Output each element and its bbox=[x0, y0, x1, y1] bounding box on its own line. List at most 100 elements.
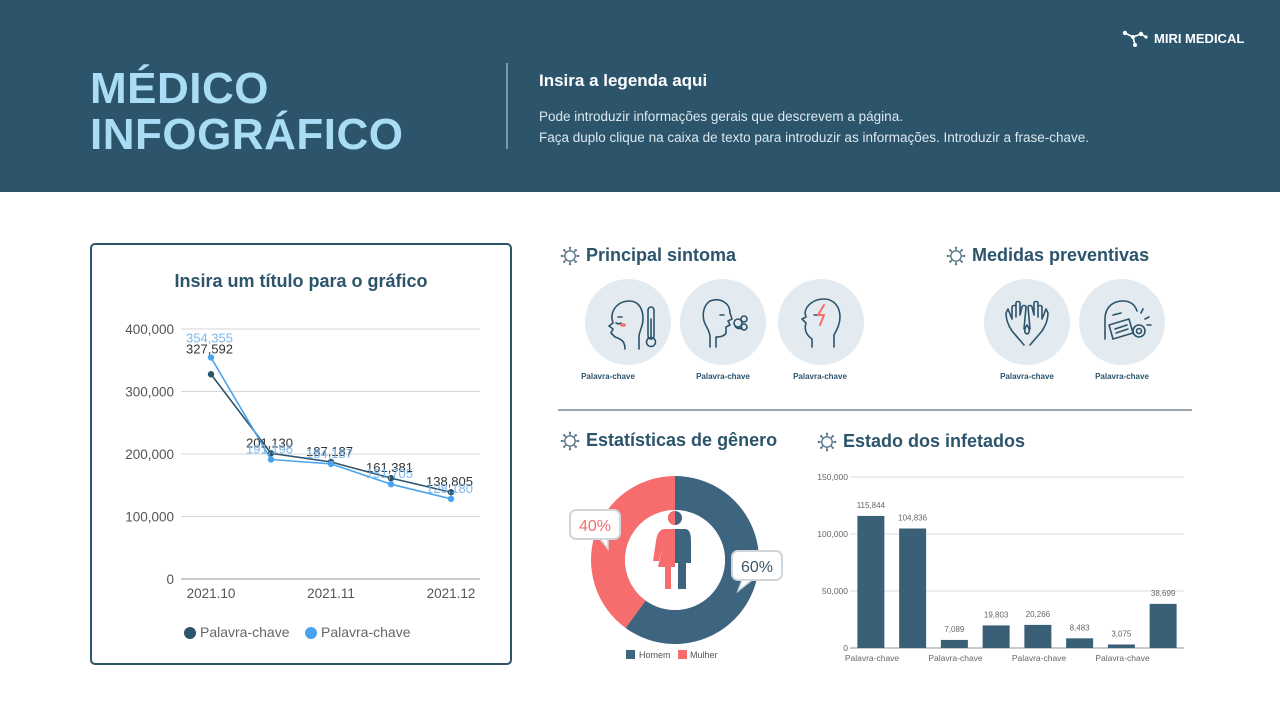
callout-tail bbox=[736, 579, 755, 594]
bar bbox=[1066, 638, 1094, 648]
data-label: 201,130 bbox=[246, 435, 293, 450]
series-line-2 bbox=[210, 357, 452, 500]
description-line-1: Pode introduzir informações gerais que d… bbox=[539, 109, 903, 124]
legend-label: Homem bbox=[639, 650, 671, 660]
symptom-keyword-1: Palavra-chave bbox=[581, 372, 635, 381]
legend-label: Palavra-chave bbox=[200, 624, 290, 640]
brand-logo: MIRI MEDICAL bbox=[1121, 28, 1244, 48]
bar bbox=[1107, 644, 1135, 648]
y-tick-label: 0 bbox=[166, 572, 174, 587]
virus-icon bbox=[560, 246, 580, 265]
bar-value-label: 104,836 bbox=[898, 513, 927, 522]
callout-tail bbox=[598, 538, 609, 552]
x-tick-label: Palavra-chave bbox=[1012, 653, 1067, 663]
virus-icon bbox=[560, 431, 580, 450]
y-tick-label: 150,000 bbox=[817, 472, 848, 482]
headache-icon bbox=[778, 279, 864, 365]
bar bbox=[857, 515, 885, 648]
line-chart: 400,000 300,000 200,000 100,000 0 2021.10 2021… bbox=[125, 322, 480, 640]
virus-icon bbox=[817, 432, 837, 451]
data-point bbox=[267, 456, 275, 463]
bar-value-label: 20,266 bbox=[1026, 610, 1051, 619]
x-tick-label: 2021.11 bbox=[307, 586, 355, 601]
section-prevention-title: Medidas preventivas bbox=[946, 245, 1149, 266]
page-title-line-1: MÉDICO bbox=[90, 64, 269, 113]
description-line-2: Faça duplo clique na caixa de texto para… bbox=[539, 130, 1090, 145]
percent-callout bbox=[569, 509, 621, 540]
data-point bbox=[387, 480, 395, 488]
section-gender-title: Estatísticas de gênero bbox=[560, 430, 777, 451]
person-female-body bbox=[653, 529, 675, 589]
bar-value-label: 7,089 bbox=[944, 625, 965, 634]
data-label: 138,805 bbox=[426, 474, 473, 489]
person-male-body bbox=[675, 529, 691, 589]
bar bbox=[1024, 624, 1052, 648]
data-label: 191,196 bbox=[246, 442, 293, 457]
cough-icon bbox=[680, 279, 766, 365]
section-symptoms-title: Principal sintoma bbox=[560, 245, 736, 266]
header-divider bbox=[506, 63, 508, 149]
gender-donut-chart: 40% 60% Homem Mulher bbox=[569, 476, 783, 660]
section-infected-label: Estado dos infetados bbox=[843, 431, 1026, 451]
x-tick-label: Palavra-chave bbox=[1095, 653, 1150, 663]
infected-bar-chart: 150,000 100,000 50,000 0 115,844 Palavra-chav… bbox=[817, 472, 1184, 663]
data-point bbox=[327, 460, 335, 468]
bar-value-label: 3,075 bbox=[1111, 629, 1132, 638]
prevention-keyword-1: Palavra-chave bbox=[1000, 372, 1054, 381]
x-tick-label: 2021.12 bbox=[427, 586, 476, 601]
page-title: MÉDICO INFOGRÁFICO bbox=[90, 66, 403, 158]
data-point bbox=[447, 489, 455, 496]
y-tick-label: 300,000 bbox=[125, 385, 174, 400]
prevention-keyword-2: Palavra-chave bbox=[1095, 372, 1149, 381]
y-tick-label: 50,000 bbox=[822, 586, 848, 596]
y-tick-label: 400,000 bbox=[125, 322, 174, 337]
page-title-line-2: INFOGRÁFICO bbox=[90, 110, 404, 159]
legend-marker bbox=[184, 627, 196, 639]
data-label: 161,381 bbox=[366, 460, 413, 475]
subtitle[interactable]: Insira a legenda aqui bbox=[539, 71, 708, 90]
legend-label: Mulher bbox=[690, 650, 718, 660]
data-point bbox=[267, 450, 275, 457]
bar-value-label: 8,483 bbox=[1070, 623, 1091, 632]
bar bbox=[940, 639, 968, 648]
virus-icon bbox=[946, 246, 966, 265]
data-point bbox=[207, 371, 215, 378]
data-point bbox=[447, 495, 455, 503]
section-gender-label: Estatísticas de gênero bbox=[586, 430, 778, 450]
bar-value-label: 19,803 bbox=[984, 610, 1009, 619]
data-point bbox=[387, 474, 395, 482]
face-mask-icon bbox=[1079, 279, 1165, 365]
bar-value-label: 115,844 bbox=[857, 501, 886, 510]
data-point bbox=[207, 354, 215, 361]
data-label: 354,355 bbox=[186, 331, 233, 346]
bar bbox=[899, 528, 927, 648]
x-tick-label: Palavra-chave bbox=[845, 653, 900, 663]
brand-name: MIRI MEDICAL bbox=[1154, 30, 1245, 46]
data-label: 187,187 bbox=[306, 444, 353, 459]
legend-marker bbox=[678, 650, 687, 659]
header-banner: MÉDICO INFOGRÁFICO Insira a legenda aqui… bbox=[0, 0, 1280, 192]
section-divider bbox=[558, 409, 1192, 411]
section-symptoms-label: Principal sintoma bbox=[586, 245, 737, 265]
data-label: 151,705 bbox=[366, 466, 413, 481]
donut-slice-homem bbox=[625, 476, 759, 644]
percent-label: 60% bbox=[741, 559, 773, 576]
symptom-keyword-2: Palavra-chave bbox=[696, 372, 750, 381]
chart-title[interactable]: Insira um título para o gráfico bbox=[174, 271, 428, 291]
x-tick-label: Palavra-chave bbox=[928, 653, 983, 663]
data-label: 327,592 bbox=[186, 341, 233, 356]
legend-marker bbox=[626, 650, 635, 659]
percent-label: 40% bbox=[579, 518, 611, 535]
x-tick-label: 2021.10 bbox=[187, 586, 236, 601]
y-tick-label: 100,000 bbox=[817, 529, 848, 539]
y-tick-label: 0 bbox=[843, 643, 848, 653]
percent-callout bbox=[731, 550, 783, 581]
y-tick-label: 200,000 bbox=[125, 447, 174, 462]
y-tick-label: 100,000 bbox=[125, 510, 174, 525]
fever-thermometer-icon bbox=[585, 279, 671, 365]
gender-person-icon bbox=[653, 511, 691, 589]
description-text[interactable]: Pode introduzir informações gerais que d… bbox=[539, 106, 1089, 148]
legend-marker bbox=[305, 627, 317, 639]
data-label: 128,180 bbox=[426, 481, 473, 496]
bar-value-label: 38,699 bbox=[1151, 589, 1176, 598]
